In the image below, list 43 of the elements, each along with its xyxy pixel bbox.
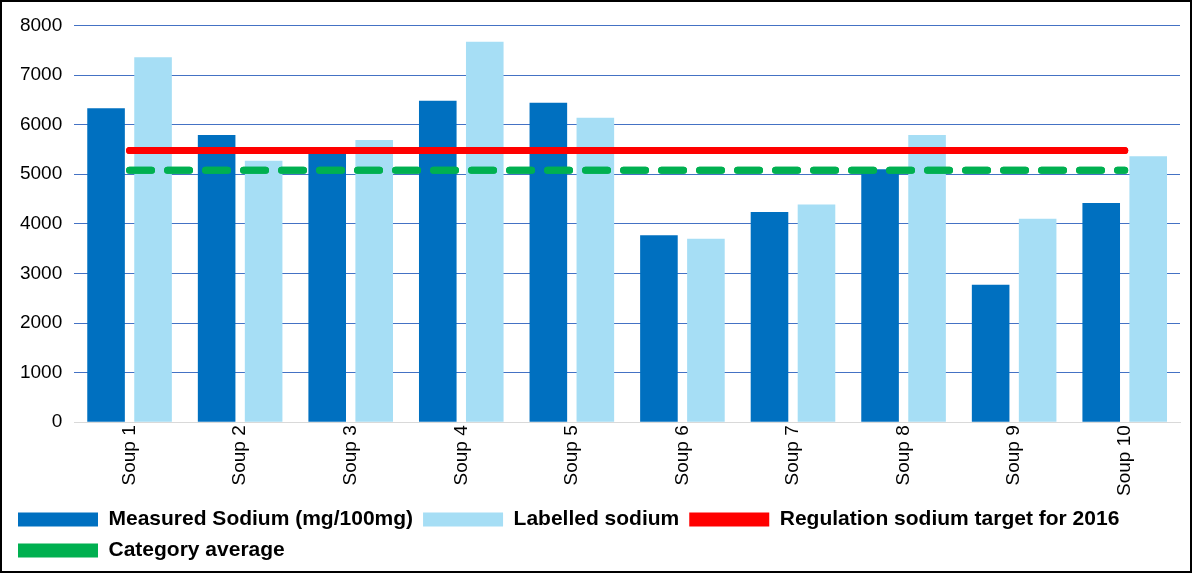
y-tick-label: 2000 [19,311,63,333]
y-tick-label: 0 [51,410,63,432]
bar [355,139,393,422]
bar [750,211,789,422]
x-tick-label: Soup 3 [338,425,360,486]
bar [87,108,125,422]
bar [1082,202,1121,422]
legend-label: Regulation sodium target for 2016 [779,506,1120,530]
x-tick-label: Soup 10 [1112,425,1134,497]
x-tick-label: Soup 9 [1002,425,1024,486]
y-tick-label: 6000 [19,112,63,134]
y-tick-label: 1000 [19,360,63,382]
legend-label: Labelled sodium [513,506,680,530]
x-tick-label: Soup 8 [891,425,913,486]
x-tick-label: Soup 1 [117,425,139,486]
bar [687,238,725,422]
bar [971,284,1010,422]
y-tick-label: 7000 [19,63,63,85]
bar [576,117,615,422]
bar [244,160,283,422]
y-tick-label: 5000 [19,162,63,184]
bar [465,41,504,422]
x-tick-label: Soup 2 [228,425,250,486]
legend-label: Category average [108,537,285,561]
x-tick-label: Soup 6 [670,425,692,486]
y-tick-label: 8000 [19,13,63,35]
bar [418,100,457,422]
bar [1018,218,1057,422]
bar [908,135,946,422]
bar [529,102,568,422]
bar [1129,156,1168,422]
x-tick-label: Soup 4 [449,424,471,486]
bar [640,235,678,422]
bar [197,135,236,422]
y-tick-label: 3000 [19,261,63,283]
bar [134,57,172,422]
legend-label: Measured Sodium (mg/100mg) [108,506,414,530]
x-tick-label: Soup 7 [781,425,803,486]
bar [861,169,899,422]
x-tick-label: Soup 5 [560,425,582,486]
bar [797,204,836,422]
bar [308,151,346,422]
y-tick-label: 4000 [19,212,63,234]
